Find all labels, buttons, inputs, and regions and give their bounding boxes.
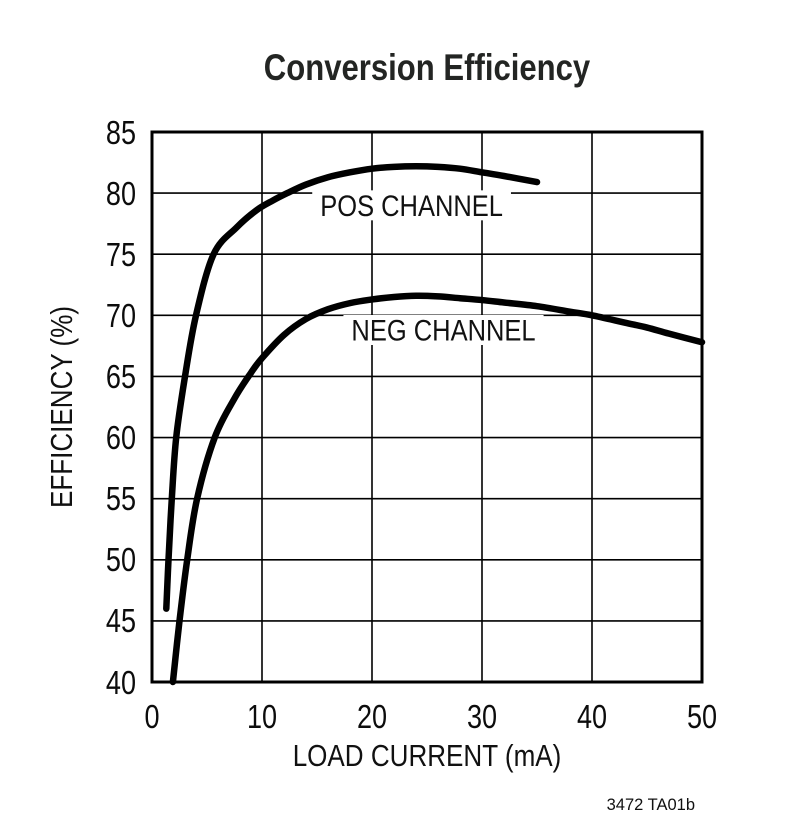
y-tick-label: 80 [105, 174, 136, 212]
series-labels: POS CHANNEL NEG CHANNEL [312, 189, 544, 347]
y-tick-label: 70 [105, 296, 136, 334]
x-tick-label: 50 [686, 698, 718, 735]
x-tick-label: 30 [466, 698, 498, 735]
y-tick-label: 50 [105, 541, 136, 579]
x-tick-label: 20 [356, 698, 388, 735]
y-tick-label: 60 [105, 419, 136, 457]
x-tick-label: 0 [144, 698, 160, 735]
neg-channel-curve [169, 292, 706, 686]
y-tick-label: 65 [105, 357, 136, 395]
y-tick-label: 75 [105, 235, 136, 273]
series-label-halo [343, 315, 544, 345]
y-axis-title: EFFICIENCY (%) [44, 305, 79, 509]
x-tick-label: 10 [246, 698, 278, 735]
x-tick-label: 40 [576, 698, 608, 735]
plot-frame [150, 130, 704, 684]
series-label-halo [312, 190, 511, 221]
figure-code: 3472 TA01b [606, 796, 695, 814]
chart-title: Conversion Efficiency [263, 47, 591, 88]
grid-lines [152, 132, 702, 682]
y-tick-label: 85 [105, 113, 136, 151]
y-tick-label: 45 [105, 602, 136, 640]
curves [163, 162, 706, 686]
y-tick-label: 55 [105, 480, 136, 518]
pos-channel-curve [163, 162, 541, 612]
series-label: POS CHANNEL [320, 189, 503, 222]
x-axis-title: LOAD CURRENT (mA) [292, 738, 562, 773]
y-tick-label: 40 [105, 663, 136, 701]
series-label: NEG CHANNEL [351, 314, 535, 347]
